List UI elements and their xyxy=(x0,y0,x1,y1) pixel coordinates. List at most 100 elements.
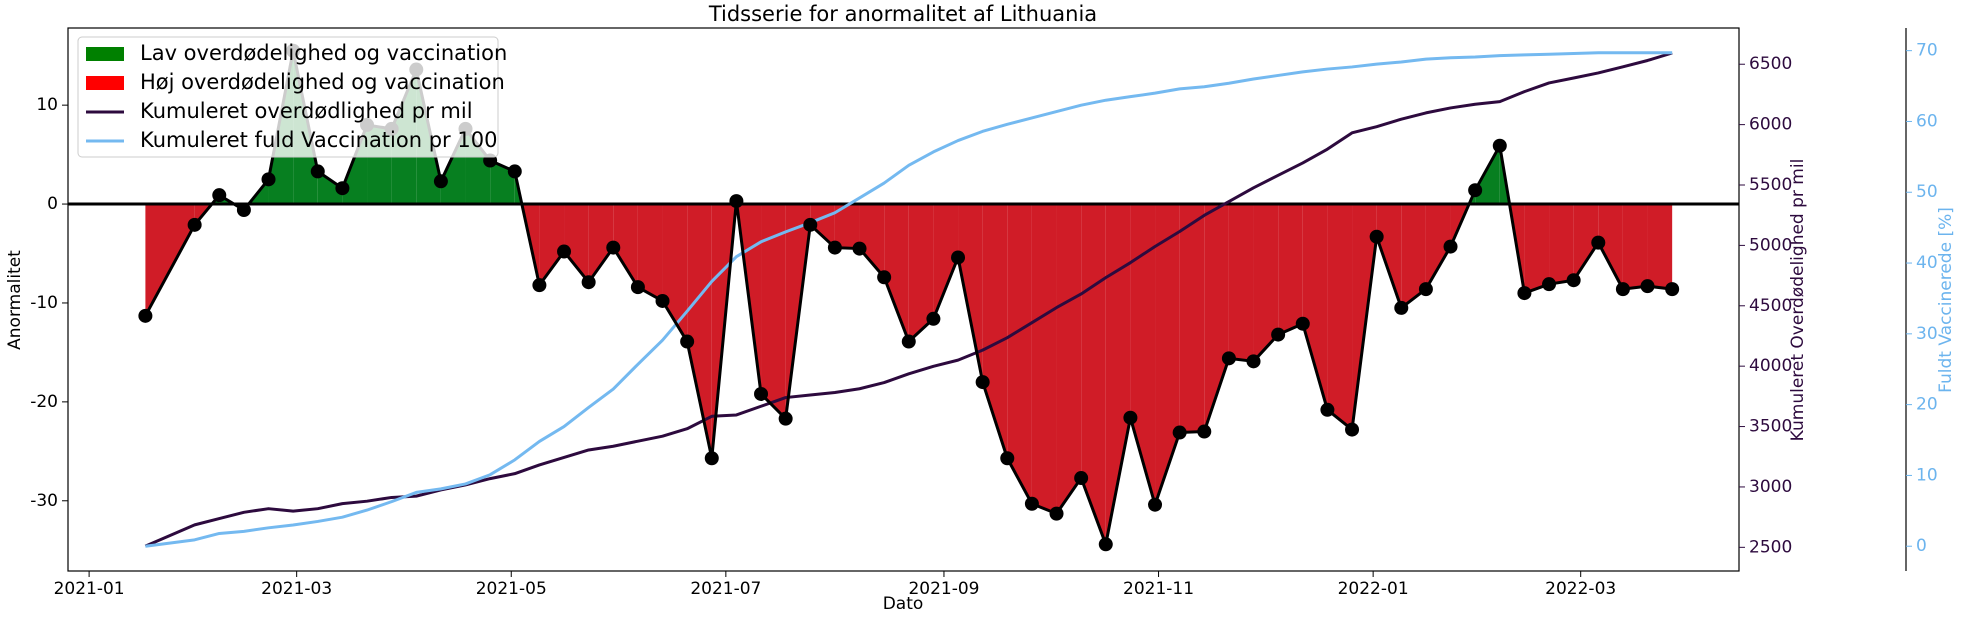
marker xyxy=(1443,239,1458,254)
marker xyxy=(1221,351,1236,366)
marker xyxy=(1394,300,1409,315)
marker xyxy=(975,375,990,390)
marker xyxy=(1468,183,1483,198)
marker xyxy=(1049,506,1064,521)
marker xyxy=(1246,354,1261,369)
area-fill xyxy=(1622,204,1648,290)
marker xyxy=(1000,451,1015,466)
area-fill xyxy=(1278,204,1303,335)
marker xyxy=(1148,497,1163,512)
area-fill xyxy=(1081,204,1106,545)
marker xyxy=(1369,229,1384,244)
marker xyxy=(630,280,645,295)
marker xyxy=(1640,279,1655,294)
marker xyxy=(187,217,202,232)
marker xyxy=(581,275,596,290)
y3-tick-label: 50 xyxy=(1916,182,1938,202)
series-line xyxy=(145,51,1673,548)
marker xyxy=(1492,138,1507,153)
y2-tick-label: 5000 xyxy=(1749,235,1792,255)
marker xyxy=(557,244,572,259)
legend-box xyxy=(77,36,499,158)
marker xyxy=(261,172,276,187)
marker xyxy=(138,308,153,323)
area-fill xyxy=(1573,204,1599,281)
x-tick-label: 2021-11 xyxy=(1123,579,1194,599)
marker xyxy=(680,334,695,349)
area-fill xyxy=(1549,204,1574,285)
y-tick-label: 10 xyxy=(36,95,58,115)
marker xyxy=(1172,425,1187,440)
marker xyxy=(1295,316,1310,331)
marker xyxy=(310,164,325,179)
legend-label: Høj overdødelighed og vaccination xyxy=(140,70,505,94)
marker xyxy=(901,334,916,349)
area-fill xyxy=(1647,204,1673,290)
marker xyxy=(827,240,842,255)
y3-tick-label: 20 xyxy=(1916,395,1938,415)
x-tick-label: 2022-01 xyxy=(1338,579,1409,599)
y2-tick-label: 6500 xyxy=(1749,54,1792,74)
marker xyxy=(532,278,547,293)
marker xyxy=(1123,410,1138,425)
marker xyxy=(236,202,251,217)
marker xyxy=(606,240,621,255)
y3-tick-label: 30 xyxy=(1916,324,1938,344)
y-tick-label: -30 xyxy=(30,491,58,511)
marker xyxy=(1197,424,1212,439)
y-tick-label: -20 xyxy=(30,392,58,412)
area-fill xyxy=(1007,204,1032,504)
marker xyxy=(1098,537,1113,552)
area-fill xyxy=(933,204,959,319)
area-fill xyxy=(859,204,885,278)
area-fill xyxy=(1056,204,1082,514)
plot-frame xyxy=(67,27,1740,572)
x-tick-label: 2022-03 xyxy=(1545,579,1616,599)
x-tick-label: 2021-05 xyxy=(476,579,547,599)
marker xyxy=(704,451,719,466)
x-tick-label: 2021-01 xyxy=(54,579,125,599)
area-fill xyxy=(761,204,786,419)
y3-axis-label: Fuldt Vaccinerede [%] xyxy=(1936,207,1956,393)
x-tick-label: 2021-07 xyxy=(690,579,761,599)
x-axis-label: Dato xyxy=(883,594,924,614)
area-fill xyxy=(1155,204,1180,505)
marker xyxy=(1566,273,1581,288)
marker xyxy=(1418,282,1433,297)
legend-swatch xyxy=(86,76,124,90)
marker xyxy=(803,217,818,232)
y2-tick-label: 2500 xyxy=(1749,537,1792,557)
marker xyxy=(926,311,941,326)
area-fill xyxy=(1302,204,1328,410)
area-fill xyxy=(1425,204,1451,290)
marker xyxy=(655,293,670,308)
marker xyxy=(1271,327,1286,342)
y-tick-label: 0 xyxy=(47,194,58,214)
area-fill xyxy=(1327,204,1353,430)
marker xyxy=(433,174,448,189)
y2-axis-label: Kumuleret Overdødelighed pr mil xyxy=(1788,159,1808,442)
marker xyxy=(1517,286,1532,301)
area-fill xyxy=(1401,204,1426,308)
y2-tick-label: 5500 xyxy=(1749,175,1792,195)
legend-label: Kumuleret overdødlighed pr mil xyxy=(140,99,473,123)
area-fill xyxy=(588,204,614,283)
y-axis-label: Anormalitet xyxy=(5,250,25,350)
marker xyxy=(212,188,227,203)
x-tick-label: 2021-03 xyxy=(261,579,332,599)
marker xyxy=(754,386,769,401)
marker xyxy=(729,194,744,209)
area-fill xyxy=(1130,204,1156,505)
legend-label: Kumuleret fuld Vaccination pr 100 xyxy=(140,128,497,152)
y3-tick-label: 40 xyxy=(1916,253,1938,273)
marker xyxy=(1345,422,1360,437)
marker xyxy=(1320,402,1335,417)
area-fill xyxy=(834,204,860,249)
y2-tick-label: 3500 xyxy=(1749,417,1792,437)
marker xyxy=(507,164,522,179)
series-line xyxy=(144,51,1673,548)
marker xyxy=(951,250,966,265)
legend-swatch xyxy=(86,47,124,61)
marker xyxy=(778,411,793,426)
